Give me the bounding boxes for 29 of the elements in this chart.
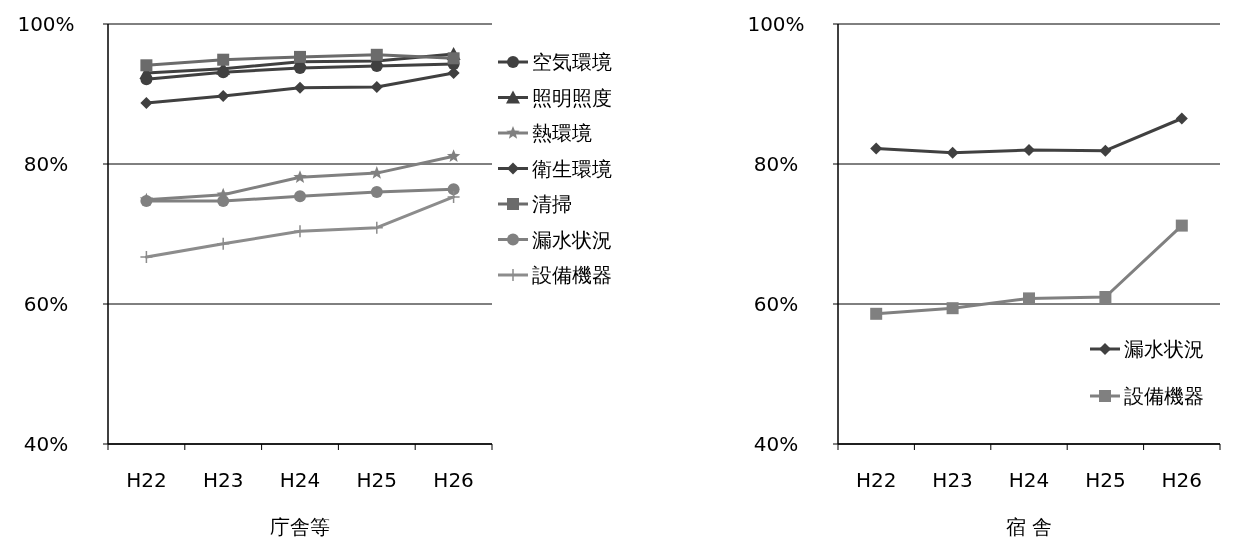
y-tick-label: 40% — [753, 432, 799, 456]
y-tick-label: 80% — [23, 152, 69, 176]
y-tick-label: 60% — [753, 292, 799, 316]
x-axis-title: 宿 舎 — [1005, 515, 1053, 539]
legend-label: 設備機器 — [532, 263, 612, 287]
legend-label: 漏水状況 — [532, 227, 612, 252]
legend-label: 漏水状況 — [1124, 337, 1204, 361]
y-tick-label: 80% — [753, 152, 799, 176]
x-tick-label: H24 — [279, 468, 321, 492]
x-tick-label: H25 — [356, 468, 398, 492]
y-tick-label: 40% — [23, 432, 69, 456]
x-tick-label: H23 — [932, 468, 973, 492]
x-tick-label: H22 — [855, 468, 897, 492]
y-tick-label: 60% — [23, 292, 69, 316]
legend-label: 設備機器 — [1124, 384, 1204, 408]
x-axis-title: 庁舎等 — [270, 515, 330, 539]
legend-label: 清掃 — [532, 192, 572, 216]
x-tick-label: H26 — [433, 468, 474, 492]
x-tick-label: H24 — [1008, 468, 1050, 492]
x-tick-label: H25 — [1085, 468, 1126, 492]
y-tick-label: 100% — [747, 12, 805, 36]
legend-label: 空気環境 — [532, 50, 612, 74]
legend-label: 熱環境 — [532, 121, 592, 145]
legend-label: 衛生環境 — [532, 156, 612, 181]
x-tick-label: H22 — [126, 468, 167, 492]
legend-label: 照明照度 — [532, 85, 612, 110]
x-tick-label: H26 — [1161, 468, 1203, 492]
x-tick-label: H23 — [202, 468, 244, 492]
y-tick-label: 100% — [17, 12, 75, 36]
